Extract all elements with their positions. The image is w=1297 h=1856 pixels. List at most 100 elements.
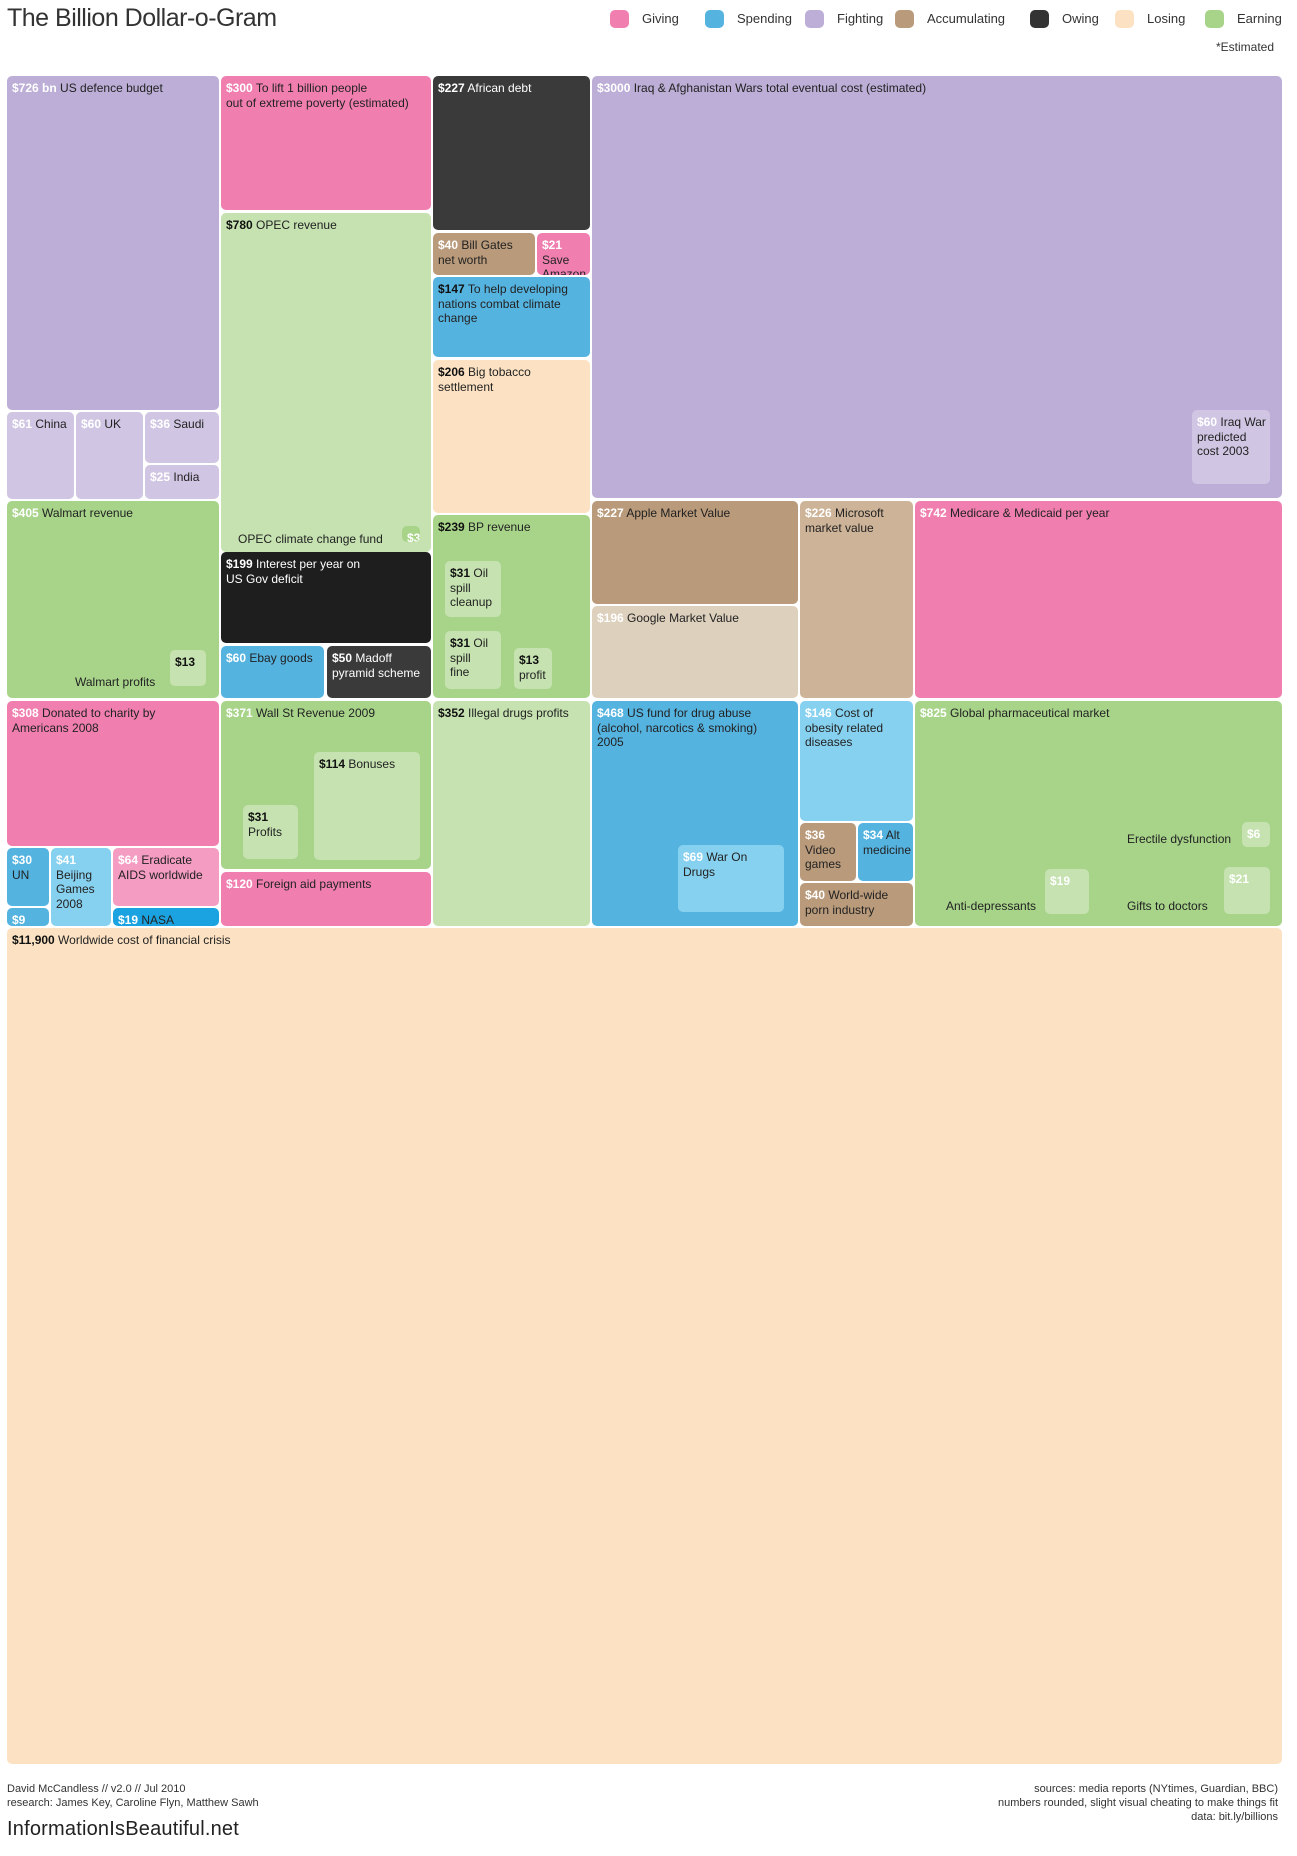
cell-value: $34 xyxy=(863,828,884,842)
cell-label: $308 Donated to charity by Americans 200… xyxy=(12,706,215,735)
cell-value: $726 bn xyxy=(12,81,57,95)
cell-text: Beijing Games 2008 xyxy=(56,867,95,911)
cell-label: $40 World-wide porn industry xyxy=(805,888,909,917)
cell-label: $13 xyxy=(175,655,202,670)
cell-label: $196 Google Market Value xyxy=(597,611,794,626)
treemap-cell-microsoft: $226 Microsoft market value xyxy=(800,501,913,698)
cell-label: $206 Big tobacco settlement xyxy=(438,365,586,394)
treemap-cell-world-wide: $40 World-wide porn industry xyxy=(800,883,913,926)
cell-label: $69 War On Drugs xyxy=(683,850,780,879)
cell-value: $9 xyxy=(12,913,26,926)
cell-text: India xyxy=(170,470,200,484)
cell-label: $40 Bill Gates net worth xyxy=(438,238,531,267)
cell-text: Saudi xyxy=(170,417,205,431)
cell-value: $21 xyxy=(542,238,563,252)
cell-text: NASA xyxy=(138,913,175,926)
treemap-cell-african-debt: $227 African debt xyxy=(433,76,590,230)
cell-text: Medicare & Medicaid per year xyxy=(946,506,1110,520)
cell-text: Interest per year on US Gov deficit xyxy=(226,557,361,586)
cell-text: Alt medicine xyxy=(863,828,912,857)
cell-label: $19 NASA xyxy=(118,913,215,926)
cell-value: $825 xyxy=(920,706,947,720)
treemap-cell-worldwide-cost-of-financial-crisis: $11,900 Worldwide cost of financial cris… xyxy=(7,928,1282,1764)
cell-text: Apple Market Value xyxy=(623,506,731,520)
data-link[interactable]: data: bit.ly/billions xyxy=(1191,1811,1278,1823)
treemap-cell-saudi: $36 Saudi xyxy=(145,412,219,463)
treemap-cell-interest-per-year-on: $199 Interest per year on US Gov deficit xyxy=(221,552,431,643)
treemap-cell-madoff: $50 Madoff pyramid scheme xyxy=(327,646,431,698)
legend-swatch xyxy=(805,10,824,28)
cell-text: African debt xyxy=(464,81,532,95)
cell-value: $371 xyxy=(226,706,253,720)
legend-swatch xyxy=(895,10,914,28)
brand-link[interactable]: InformationIsBeautiful.net xyxy=(7,1818,239,1840)
cell-text: Foreign aid payments xyxy=(252,877,372,891)
cell-label: $147 To help developing nations combat c… xyxy=(438,282,586,326)
cell-label: $146 Cost of obesity related diseases xyxy=(805,706,909,750)
cell-value: $3000 xyxy=(597,81,631,95)
treemap-cell-donated-to-charity-by: $308 Donated to charity by Americans 200… xyxy=(7,701,219,846)
treemap-cell-video: $36 Video games xyxy=(800,823,856,881)
treemap-cell-india: $25 India xyxy=(145,465,219,499)
treemap-cell-illegal-drugs-profits: $352 Illegal drugs profits xyxy=(433,701,590,926)
treemap-cell-google-market-value: $196 Google Market Value xyxy=(592,606,798,698)
cell-label: $61 China xyxy=(12,417,70,432)
cell-external-label: OPEC climate change fund xyxy=(238,532,383,546)
chart-title: The Billion Dollar-o-Gram xyxy=(7,4,277,32)
treemap-cell-bonuses: $114 Bonuses xyxy=(314,752,420,860)
treemap-cell-to-help-developing: $147 To help developing nations combat c… xyxy=(433,277,590,357)
cell-text: Big tobacco settlement xyxy=(438,365,531,394)
cell-text: US fund for drug abuse (alcohol, narcoti… xyxy=(597,706,758,749)
cell-label: $50 Madoff pyramid scheme xyxy=(332,651,427,680)
treemap-cell-iraq-afghanistan-wars-total-eventual-cost-estimated: $3000 Iraq & Afghanistan Wars total even… xyxy=(592,76,1282,498)
treemap-cell-bill-gates: $40 Bill Gates net worth xyxy=(433,233,535,275)
cell-value: $50 xyxy=(332,651,353,665)
treemap-cell-profits: $31 Profits xyxy=(243,805,298,859)
cell-value: $199 xyxy=(226,557,253,571)
legend-label: Earning xyxy=(1237,11,1282,26)
cell-value: $468 xyxy=(597,706,624,720)
treemap-cell-war-on-drugs: $69 War On Drugs xyxy=(678,845,784,912)
cell-value: $206 xyxy=(438,365,465,379)
treemap-cell-foreign-aid-payments: $120 Foreign aid payments xyxy=(221,872,431,926)
treemap-cell-alt: $34 Alt medicine xyxy=(858,823,913,881)
footer-credits: David McCandless // v2.0 // Jul 2010 res… xyxy=(7,1782,259,1810)
treemap-cell-erectile-dysfunction: $6 xyxy=(1242,822,1270,847)
footer-sources: sources: media reports (NYtimes, Guardia… xyxy=(998,1782,1278,1824)
treemap-cell-us-fund-for-drug-abuse: $468 US fund for drug abuse (alcohol, na… xyxy=(592,701,798,926)
cell-text: Oil spill cleanup xyxy=(450,566,493,609)
legend-swatch xyxy=(1115,10,1134,28)
cell-value: $69 xyxy=(683,850,704,864)
treemap-cell-china: $61 China xyxy=(7,412,74,499)
cell-value: $31 xyxy=(450,636,471,650)
treemap-cell-to-lift-1-billion-people: $300 To lift 1 billion people out of ext… xyxy=(221,76,431,210)
treemap-cell-profit: $13 profit xyxy=(514,648,552,689)
cell-text: Iraq & Afghanistan Wars total eventual c… xyxy=(630,81,927,95)
cell-text: Bill Gates net worth xyxy=(438,238,513,267)
cell-label: $352 Illegal drugs profits xyxy=(438,706,586,721)
treemap-cell-opec-revenue: $780 OPEC revenue xyxy=(221,213,431,552)
cell-value: $60 xyxy=(1197,415,1218,429)
legend-label: Accumulating xyxy=(927,11,1006,26)
cell-text: Google Market Value xyxy=(623,611,739,625)
sources-line: sources: media reports (NYtimes, Guardia… xyxy=(1034,1783,1278,1795)
cell-value: $227 xyxy=(597,506,624,520)
cell-value: $226 xyxy=(805,506,832,520)
cell-label: $3000 Iraq & Afghanistan Wars total even… xyxy=(597,81,1278,96)
cell-label: $30 UN xyxy=(12,853,45,882)
cell-value: $60 xyxy=(226,651,247,665)
treemap-cell-cost-of: $146 Cost of obesity related diseases xyxy=(800,701,913,821)
cell-text: UN xyxy=(12,867,30,882)
treemap-cell-opec-climate-change-fund: $3 xyxy=(402,526,420,542)
cell-external-label: Gifts to doctors xyxy=(1127,899,1208,913)
treemap-cell-wall-st-revenue-2009: $371 Wall St Revenue 2009 xyxy=(221,701,431,869)
cell-value: $196 xyxy=(597,611,624,625)
cell-label: $41 Beijing Games 2008 xyxy=(56,853,107,911)
legend-label: Owing xyxy=(1062,11,1099,26)
cell-text: Cost of obesity related diseases xyxy=(805,706,884,749)
cell-value: $742 xyxy=(920,506,947,520)
treemap-cell-save: $21 Save Amazon xyxy=(537,233,590,275)
cell-label: $114 Bonuses xyxy=(319,757,416,772)
cell-text: China xyxy=(32,417,67,431)
treemap-cell-bp-revenue: $239 BP revenue xyxy=(433,515,590,698)
